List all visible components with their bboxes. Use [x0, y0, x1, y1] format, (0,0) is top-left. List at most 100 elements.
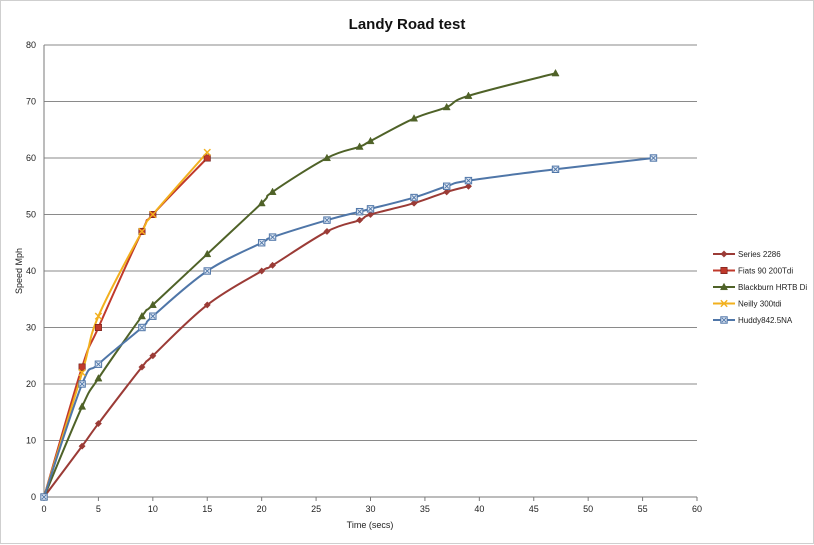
legend-marker [720, 266, 728, 274]
legend-label: Huddy842.5NA [738, 316, 793, 325]
marker-stroke [367, 206, 374, 212]
y-tick-label: 0 [31, 492, 36, 502]
marker-stroke [94, 312, 103, 320]
x-tick-label: 55 [638, 504, 648, 514]
data-point [649, 154, 658, 162]
marker-stroke [270, 234, 276, 240]
marker-stroke [149, 210, 157, 219]
data-point [203, 249, 212, 258]
grid-lines [44, 44, 697, 498]
data-point [442, 182, 451, 190]
data-point [410, 114, 419, 122]
data-point [257, 239, 266, 247]
data-point [355, 142, 364, 150]
data-point [94, 360, 103, 368]
data-point [551, 165, 560, 174]
data-point [410, 199, 418, 207]
x-tick-label: 30 [365, 504, 375, 514]
marker-stroke [357, 209, 363, 215]
y-tick-label: 50 [26, 210, 36, 220]
legend-marker [719, 282, 729, 291]
legend-item: Neilly 300tdi [713, 300, 782, 309]
series-line [43, 185, 469, 498]
data-point [355, 207, 364, 216]
marker-stroke [720, 299, 728, 308]
data-point [149, 312, 157, 320]
data-point [257, 198, 266, 207]
data-point [464, 91, 473, 99]
data-point [94, 374, 103, 382]
series-line [43, 72, 556, 498]
series-line [43, 151, 209, 498]
chart-title: Landy Road test [349, 16, 466, 33]
data-point [268, 187, 277, 195]
x-tick-label: 15 [202, 504, 212, 514]
x-tick-label: 45 [529, 504, 539, 514]
marker-stroke [41, 494, 47, 500]
y-tick-label: 70 [26, 97, 36, 107]
marker-stroke [139, 324, 145, 331]
data-point [443, 188, 451, 196]
data-point [323, 227, 331, 236]
data-point [442, 102, 451, 111]
data-point [366, 210, 375, 219]
x-tick-label: 60 [692, 504, 702, 514]
data-point [138, 227, 146, 236]
marker-stroke [259, 240, 265, 246]
marker-stroke [95, 361, 101, 367]
marker-stroke [79, 381, 85, 387]
legend-item: Blackburn HRTB Di [713, 282, 807, 292]
legend-label: Fiats 90 200Tdi [738, 267, 793, 276]
data-point [78, 442, 86, 450]
y-axis-label: Speed Mph [14, 248, 24, 294]
axes: 0 10 20 30 40 50 60 70 80 0 5 10 15 20 25 30 35 40 45 50 55 6… [26, 40, 702, 514]
legend-label: Neilly 300tdi [738, 300, 782, 309]
marker-stroke [78, 369, 86, 377]
data-point [94, 419, 102, 428]
series-lines [39, 68, 658, 501]
y-tick-label: 60 [26, 153, 36, 163]
legend: Series 2286 Fiats 90 200Tdi Blackburn HRTB… [713, 250, 807, 325]
y-tick-label: 40 [26, 266, 36, 276]
data-point [322, 153, 331, 162]
data-point [138, 323, 146, 332]
data-point [464, 176, 473, 185]
data-point [78, 402, 87, 410]
data-point [464, 182, 473, 190]
x-tick-label: 0 [41, 504, 46, 514]
legend-label: Series 2286 [738, 250, 781, 259]
data-point [203, 301, 211, 309]
data-point [203, 267, 211, 275]
data-point [78, 369, 86, 377]
marker-stroke [444, 183, 450, 189]
legend-marker [720, 250, 728, 258]
marker-stroke [204, 268, 210, 274]
x-tick-label: 20 [257, 504, 267, 514]
data-point [149, 352, 157, 360]
marker-stroke [721, 317, 727, 323]
x-tick-label: 5 [96, 504, 101, 514]
legend-item: Fiats 90 200Tdi [713, 267, 793, 276]
data-point [149, 210, 157, 219]
series-line [43, 157, 654, 498]
legend-item: Huddy842.5NA [713, 316, 793, 325]
marker-stroke [203, 148, 211, 157]
data-point [148, 300, 157, 308]
data-point [258, 267, 266, 275]
data-point [366, 205, 375, 213]
data-point [410, 193, 418, 202]
legend-marker [720, 299, 728, 308]
data-point [94, 323, 102, 331]
marker-stroke [465, 178, 471, 184]
x-tick-label: 25 [311, 504, 321, 514]
y-tick-label: 20 [26, 379, 36, 389]
data-point [366, 136, 375, 145]
marker-stroke [324, 217, 330, 223]
x-axis-label: Time (secs) [347, 520, 394, 530]
data-point [138, 363, 146, 371]
marker-stroke [411, 195, 417, 201]
x-tick-label: 50 [583, 504, 593, 514]
y-tick-label: 30 [26, 323, 36, 333]
